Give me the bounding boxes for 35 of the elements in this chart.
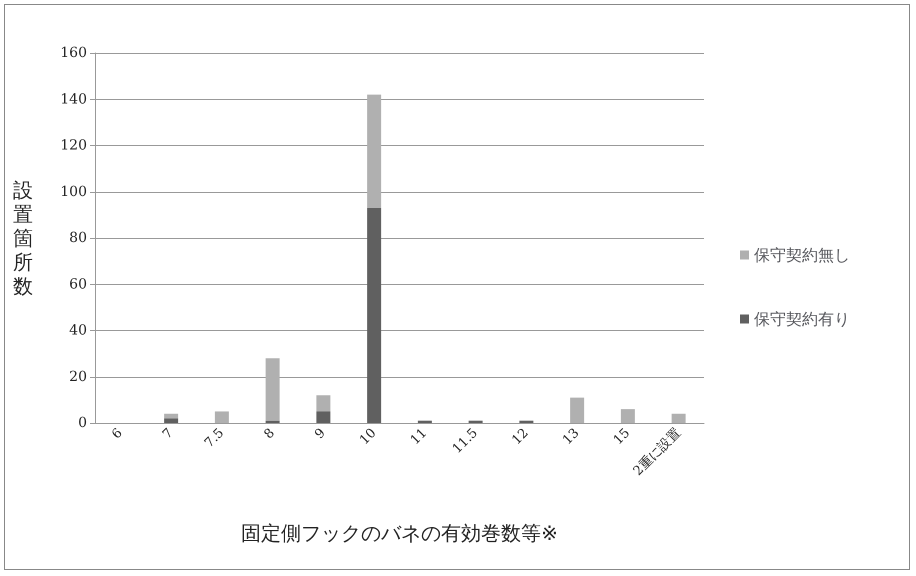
x-tick-label: 9 (312, 426, 329, 442)
y-tick-label: 140 (60, 91, 87, 108)
bar (367, 208, 382, 423)
x-tick-label: 7.5 (202, 426, 228, 451)
x-tick-label: 7 (160, 426, 176, 442)
bar (672, 414, 686, 423)
legend-label: 保守契約無し (754, 246, 850, 264)
y-axis-title: 設置箇所数 (13, 178, 33, 298)
y-tick-label: 80 (69, 230, 87, 246)
bar (316, 411, 330, 423)
bar (570, 398, 584, 423)
x-tick-label: 6 (109, 426, 126, 442)
y-tick-label: 20 (69, 368, 87, 385)
bar (164, 414, 178, 418)
bar (316, 395, 330, 412)
bar (367, 94, 382, 208)
y-tick-label: 40 (69, 322, 87, 338)
y-tick-label: 120 (60, 138, 87, 154)
bar (164, 418, 178, 423)
x-tick-label: 10 (357, 426, 380, 448)
y-tick-label: 160 (60, 45, 87, 61)
y-tick-label: 0 (78, 415, 87, 431)
x-tick-label: 15 (610, 426, 634, 448)
bar (620, 409, 635, 423)
legend-label: 保守契約有り (754, 310, 850, 328)
x-tick-label: 13 (560, 426, 582, 448)
bar (266, 358, 280, 421)
x-tick-label: 11 (408, 426, 430, 448)
x-tick-label: 12 (509, 426, 532, 448)
x-tick-label: 2重に設置 (630, 426, 684, 479)
y-tick-label: 60 (69, 276, 87, 292)
x-axis-title: 固定側フックのバネの有効巻数等※ (241, 521, 558, 545)
x-tick-label: 8 (261, 426, 278, 442)
y-tick-label: 100 (60, 184, 87, 200)
bar (214, 411, 229, 423)
